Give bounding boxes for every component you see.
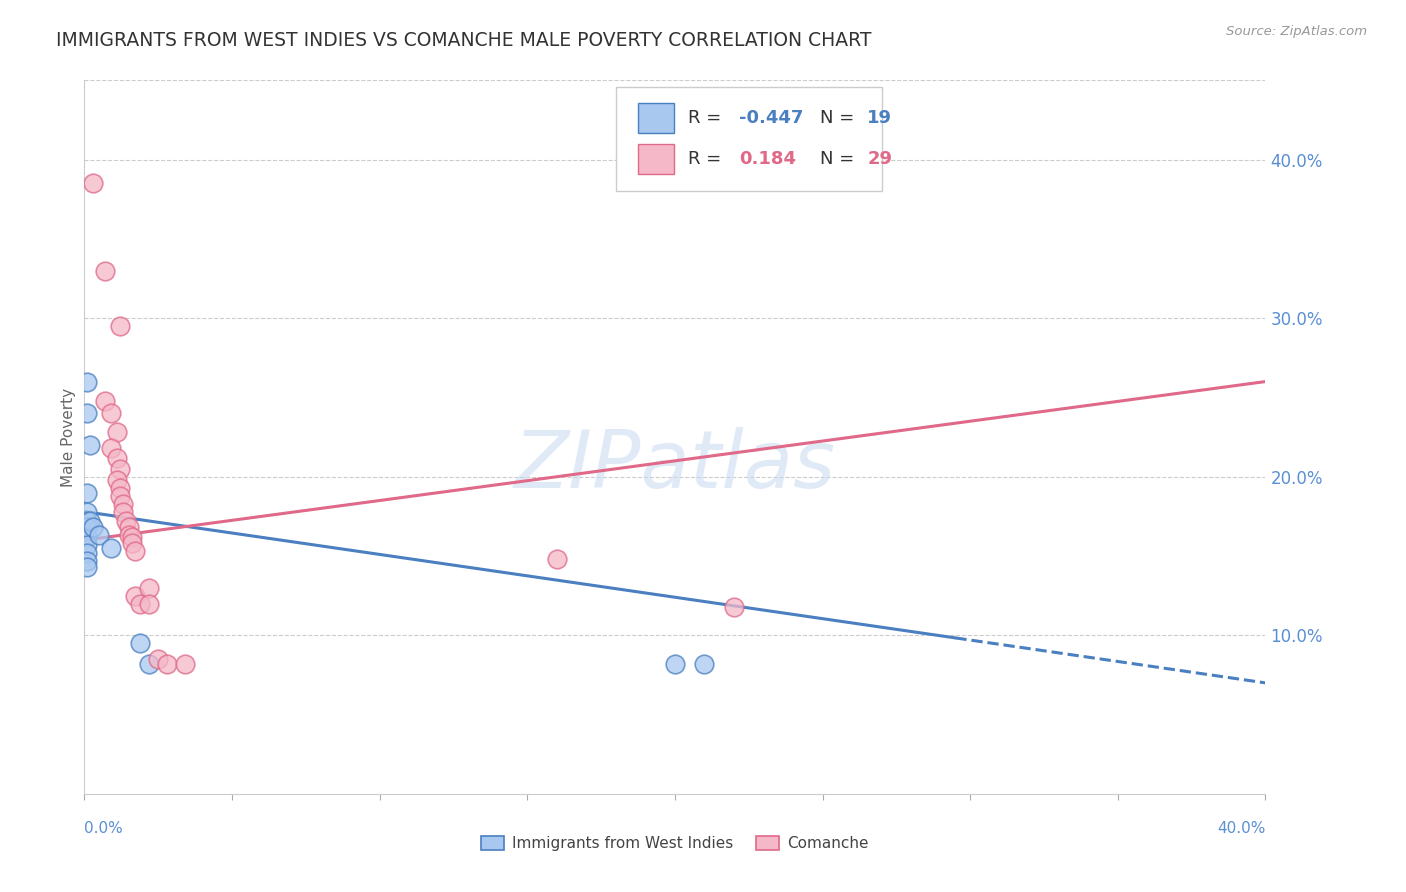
Y-axis label: Male Poverty: Male Poverty — [60, 387, 76, 487]
Point — [118, 528, 141, 542]
Point — [108, 319, 131, 334]
Point — [76, 554, 98, 568]
Text: 0.184: 0.184 — [738, 150, 796, 168]
Point — [664, 657, 686, 671]
Point — [105, 473, 128, 487]
Text: IMMIGRANTS FROM WEST INDIES VS COMANCHE MALE POVERTY CORRELATION CHART: IMMIGRANTS FROM WEST INDIES VS COMANCHE … — [56, 31, 872, 50]
Point — [546, 552, 568, 566]
Point — [89, 528, 111, 542]
Point — [723, 599, 745, 614]
Point — [76, 375, 98, 389]
Point — [124, 589, 146, 603]
Point — [79, 514, 101, 528]
Point — [124, 544, 146, 558]
Point — [118, 520, 141, 534]
Point — [173, 657, 195, 671]
Point — [105, 450, 128, 465]
Text: 19: 19 — [868, 109, 893, 127]
Point — [114, 514, 136, 528]
Point — [76, 514, 98, 528]
Text: N =: N = — [820, 150, 860, 168]
Point — [76, 538, 98, 552]
Point — [100, 406, 122, 420]
Text: R =: R = — [688, 150, 727, 168]
Point — [76, 485, 98, 500]
Point — [76, 520, 98, 534]
Point — [76, 560, 98, 574]
Point — [76, 530, 98, 544]
Point — [108, 481, 131, 495]
Text: Source: ZipAtlas.com: Source: ZipAtlas.com — [1226, 25, 1367, 38]
Point — [111, 505, 134, 519]
Point — [100, 441, 122, 455]
Point — [693, 657, 716, 671]
Point — [108, 462, 131, 476]
Point — [129, 636, 152, 650]
Text: -0.447: -0.447 — [738, 109, 803, 127]
Point — [156, 657, 179, 671]
Point — [129, 597, 152, 611]
FancyBboxPatch shape — [638, 144, 673, 174]
FancyBboxPatch shape — [616, 87, 882, 191]
Text: N =: N = — [820, 109, 860, 127]
Point — [138, 597, 160, 611]
Point — [79, 438, 101, 452]
Point — [138, 657, 160, 671]
Point — [105, 425, 128, 440]
Text: R =: R = — [688, 109, 727, 127]
Point — [94, 263, 117, 277]
Point — [148, 652, 170, 666]
Point — [121, 530, 143, 544]
Point — [94, 393, 117, 408]
Point — [76, 546, 98, 560]
Point — [82, 177, 104, 191]
Text: 0.0%: 0.0% — [84, 822, 124, 836]
Point — [82, 520, 104, 534]
FancyBboxPatch shape — [638, 103, 673, 133]
Text: ZIPatlas: ZIPatlas — [513, 426, 837, 505]
Point — [76, 505, 98, 519]
Point — [121, 536, 143, 550]
Text: 29: 29 — [868, 150, 893, 168]
Point — [76, 406, 98, 420]
Point — [138, 581, 160, 595]
Point — [108, 489, 131, 503]
Legend: Immigrants from West Indies, Comanche: Immigrants from West Indies, Comanche — [475, 830, 875, 857]
Point — [111, 497, 134, 511]
Text: 40.0%: 40.0% — [1218, 822, 1265, 836]
Point — [100, 541, 122, 555]
